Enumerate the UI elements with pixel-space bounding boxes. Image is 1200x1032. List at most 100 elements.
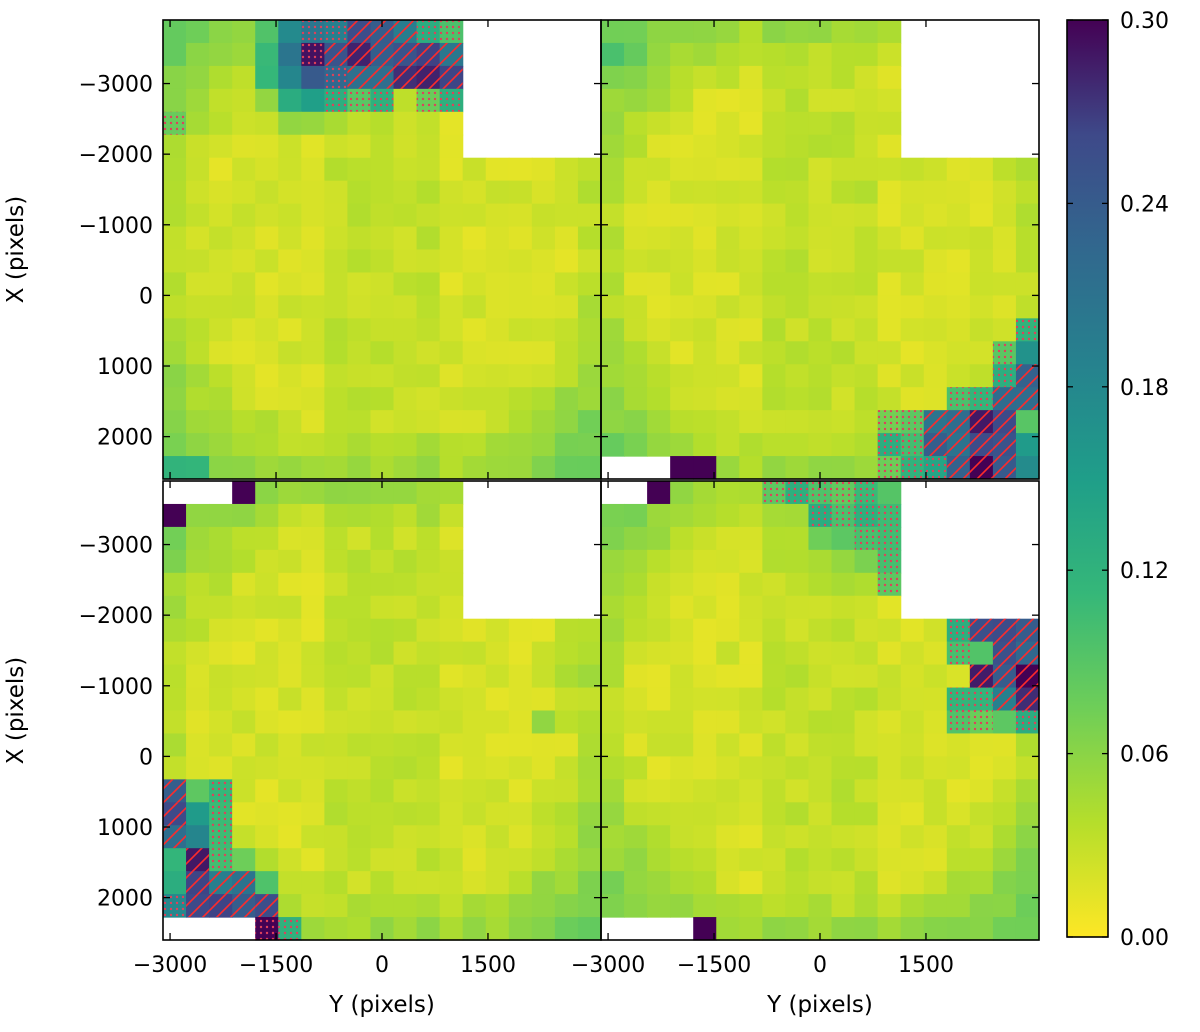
heatmap-cell <box>278 456 302 480</box>
dotted-cell <box>992 364 1016 388</box>
heatmap-cell <box>808 295 833 319</box>
heatmap-cell <box>716 387 740 411</box>
heatmap-cell <box>624 802 648 826</box>
heatmap-cell <box>716 664 740 689</box>
heatmap-cell <box>900 203 925 228</box>
heatmap-cell <box>854 134 879 159</box>
heatmap-cell <box>739 825 763 849</box>
heatmap-cell <box>670 710 694 735</box>
heatmap-cell <box>670 203 694 228</box>
heatmap-cell <box>670 664 694 689</box>
heatmap-cell <box>601 20 625 44</box>
heatmap-cell <box>462 203 487 228</box>
heatmap-cell <box>186 226 210 251</box>
heatmap-cell <box>324 157 349 182</box>
heatmap-cell <box>716 572 740 597</box>
heatmap-cell <box>416 456 441 480</box>
heatmap-cell <box>969 364 994 388</box>
heatmap-cell <box>347 572 372 597</box>
heatmap-cell <box>716 433 740 457</box>
heatmap-cell <box>232 272 256 296</box>
heatmap-cell <box>808 848 833 872</box>
dotted-cell <box>877 503 901 527</box>
heatmap-cell <box>693 825 717 849</box>
heatmap-cell <box>946 318 971 342</box>
heatmap-cell <box>854 664 879 689</box>
hatched-cell <box>946 410 970 434</box>
heatmap-cell <box>462 410 487 434</box>
heatmap-cell <box>969 733 994 757</box>
heatmap-cell <box>946 226 971 251</box>
heatmap-cell <box>439 111 464 136</box>
heatmap-cell <box>900 802 925 826</box>
heatmap-cell <box>670 802 694 826</box>
heatmap-cell <box>232 341 256 365</box>
heatmap-cell <box>601 572 625 597</box>
heatmap-cell <box>255 364 279 388</box>
heatmap-cell <box>716 710 740 735</box>
heatmap-cell <box>278 364 302 388</box>
heatmap-cell <box>393 687 418 712</box>
heatmap-cell <box>739 756 763 780</box>
heatmap-cell <box>485 848 510 872</box>
heatmap-cell <box>186 42 210 67</box>
heatmap-cell <box>439 272 464 296</box>
heatmap-cell <box>301 180 325 205</box>
heatmap-cell <box>186 503 210 528</box>
heatmap-cell <box>416 779 441 803</box>
y-axis-label: X (pixels) <box>3 657 29 764</box>
dotted-cell <box>439 88 463 112</box>
heatmap-cell <box>232 295 256 319</box>
heatmap-cell <box>831 341 856 365</box>
heatmap-cell <box>670 42 694 67</box>
heatmap-cell <box>647 226 671 251</box>
heatmap-cell <box>255 65 279 90</box>
heatmap-cell <box>1015 756 1040 780</box>
heatmap-cell <box>577 272 602 296</box>
x-tick-label: 1500 <box>898 953 954 978</box>
heatmap-cell <box>508 341 533 365</box>
heatmap-cell <box>301 733 325 757</box>
heatmap-cell <box>601 641 625 666</box>
heatmap-cell <box>324 387 349 411</box>
heatmap-cell <box>854 111 879 136</box>
heatmap-cell <box>969 871 994 895</box>
heatmap-cell <box>624 595 648 620</box>
heatmap-cell <box>969 203 994 228</box>
heatmap-cell <box>900 387 925 411</box>
dotted-cell <box>209 825 233 849</box>
heatmap-cell <box>716 871 740 895</box>
heatmap-cell <box>670 20 694 44</box>
heatmap-cell <box>854 433 879 457</box>
heatmap-cell <box>601 433 625 457</box>
heatmap-cell <box>209 111 233 136</box>
heatmap-cell <box>324 341 349 365</box>
heatmap-cell <box>693 756 717 780</box>
heatmap-cell <box>762 664 787 689</box>
heatmap-cell <box>808 456 833 480</box>
heatmap-cell <box>946 825 971 849</box>
heatmap-cell <box>485 641 510 666</box>
heatmap-cell <box>624 272 648 296</box>
hatched-cell <box>992 664 1016 688</box>
heatmap-cell <box>762 272 787 296</box>
heatmap-cell <box>670 295 694 319</box>
heatmap-cell <box>716 180 740 205</box>
dotted-cell <box>209 802 233 826</box>
heatmap-cell <box>808 687 833 712</box>
heatmap-cell <box>831 664 856 689</box>
heatmap-cell <box>670 595 694 620</box>
heatmap-cell <box>647 134 671 159</box>
heatmap-cell <box>508 249 533 274</box>
heatmap-cell <box>693 456 717 480</box>
heatmap-cell <box>370 180 395 205</box>
heatmap-cell <box>554 364 579 388</box>
dotted-cell <box>209 848 233 872</box>
heatmap-cell <box>854 549 879 574</box>
heatmap-cell <box>831 88 856 113</box>
heatmap-cell <box>831 42 856 67</box>
heatmap-cell <box>278 802 302 826</box>
hatched-cell <box>209 871 233 895</box>
heatmap-cell <box>670 825 694 849</box>
heatmap-cell <box>393 641 418 666</box>
